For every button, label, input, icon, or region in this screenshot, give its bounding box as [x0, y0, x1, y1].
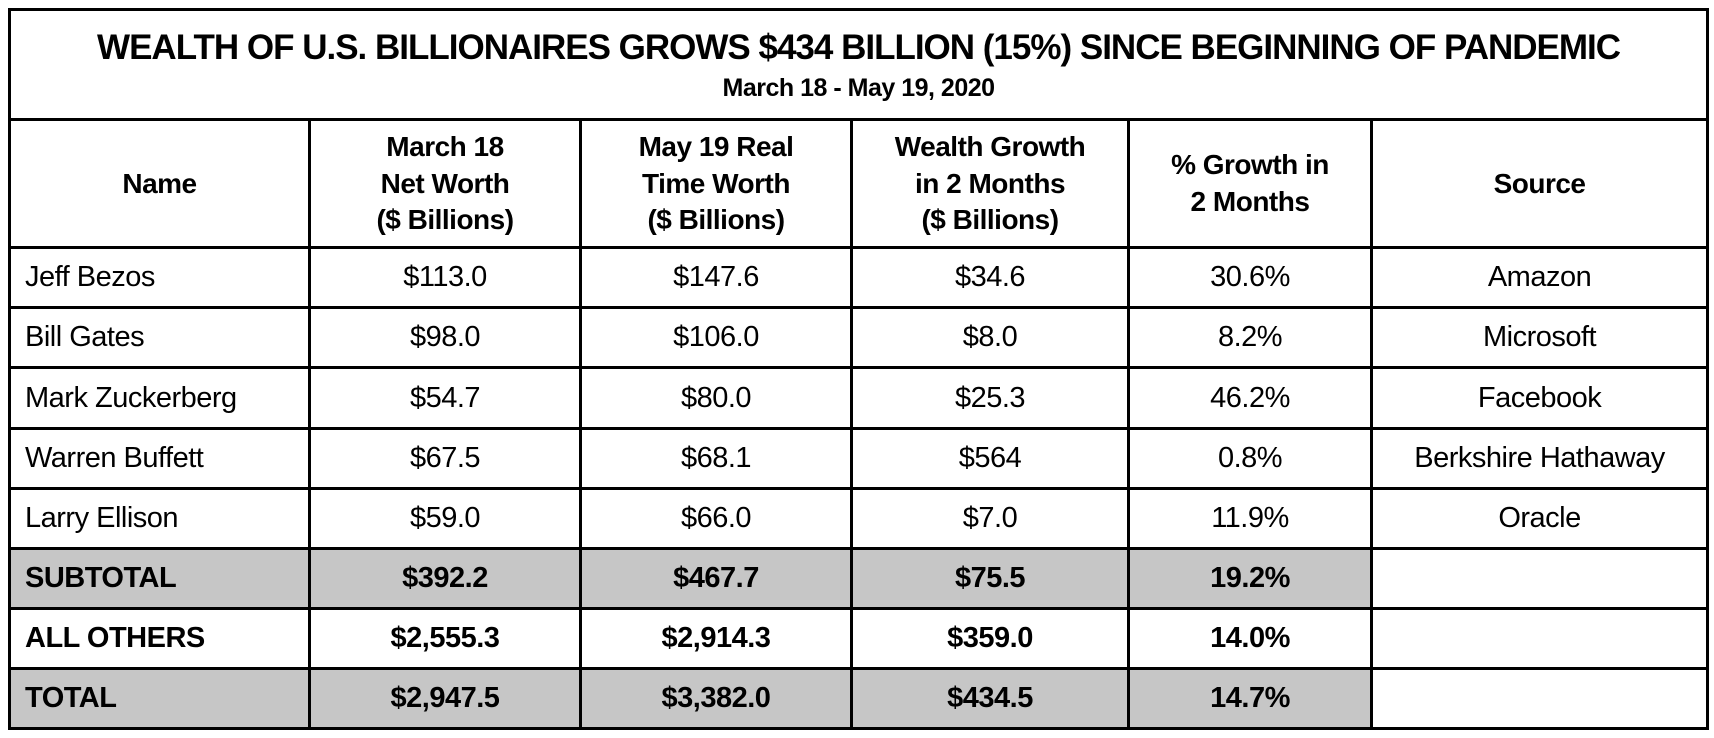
cell-name: SUBTOTAL [8, 546, 311, 610]
cell-may19-worth: $80.0 [579, 366, 853, 430]
cell-pct-growth: 14.7% [1127, 666, 1373, 731]
cell-march18-net-worth: $67.5 [308, 426, 582, 490]
cell-name: TOTAL [8, 666, 311, 731]
column-header-source: Source [1369, 118, 1710, 250]
column-header-wealth-growth: Wealth Growth in 2 Months ($ Billions) [850, 118, 1130, 250]
cell-wealth-growth: $359.0 [850, 606, 1130, 670]
cell-source: Microsoft [1369, 306, 1710, 370]
cell-source [1369, 546, 1710, 610]
cell-wealth-growth: $564 [850, 426, 1130, 490]
table-row-subtotal: SUBTOTAL $392.2 $467.7 $75.5 19.2% [8, 546, 1710, 610]
column-header-march18-net-worth: March 18 Net Worth ($ Billions) [308, 118, 582, 250]
cell-name: Bill Gates [8, 306, 311, 370]
cell-wealth-growth: $8.0 [850, 306, 1130, 370]
cell-may19-worth: $106.0 [579, 306, 853, 370]
cell-wealth-growth: $434.5 [850, 666, 1130, 731]
table-row-jeff-bezos: Jeff Bezos $113.0 $147.6 $34.6 30.6% Ama… [8, 246, 1710, 310]
cell-name: Mark Zuckerberg [8, 366, 311, 430]
cell-source: Berkshire Hathaway [1369, 426, 1710, 490]
cell-source [1369, 606, 1710, 670]
cell-pct-growth: 0.8% [1127, 426, 1373, 490]
cell-march18-net-worth: $2,555.3 [308, 606, 582, 670]
cell-may19-worth: $66.0 [579, 486, 853, 550]
cell-wealth-growth: $34.6 [850, 246, 1130, 310]
cell-wealth-growth: $25.3 [850, 366, 1130, 430]
page-title: WEALTH OF U.S. BILLIONAIRES GROWS $434 B… [97, 27, 1621, 67]
cell-pct-growth: 46.2% [1127, 366, 1373, 430]
column-header-pct-growth: % Growth in 2 Months [1127, 118, 1373, 250]
cell-march18-net-worth: $2,947.5 [308, 666, 582, 731]
cell-march18-net-worth: $54.7 [308, 366, 582, 430]
column-header-name: Name [8, 118, 311, 250]
cell-source [1369, 666, 1710, 731]
cell-pct-growth: 30.6% [1127, 246, 1373, 310]
title-cell: WEALTH OF U.S. BILLIONAIRES GROWS $434 B… [7, 7, 1710, 122]
table-row-mark-zuckerberg: Mark Zuckerberg $54.7 $80.0 $25.3 46.2% … [8, 366, 1710, 430]
page-subtitle: March 18 - May 19, 2020 [722, 74, 996, 103]
table-row-total: TOTAL $2,947.5 $3,382.0 $434.5 14.7% [8, 666, 1710, 731]
cell-march18-net-worth: $59.0 [308, 486, 582, 550]
billionaires-wealth-table: WEALTH OF U.S. BILLIONAIRES GROWS $434 B… [7, 7, 1710, 731]
cell-source: Facebook [1369, 366, 1710, 430]
cell-may19-worth: $68.1 [579, 426, 853, 490]
cell-pct-growth: 19.2% [1127, 546, 1373, 610]
cell-may19-worth: $3,382.0 [579, 666, 853, 731]
cell-name: Larry Ellison [8, 486, 311, 550]
table-row-bill-gates: Bill Gates $98.0 $106.0 $8.0 8.2% Micros… [8, 306, 1710, 370]
cell-may19-worth: $467.7 [579, 546, 853, 610]
cell-pct-growth: 11.9% [1127, 486, 1373, 550]
cell-name: Jeff Bezos [8, 246, 311, 310]
cell-march18-net-worth: $113.0 [308, 246, 582, 310]
cell-source: Oracle [1369, 486, 1710, 550]
column-header-row: Name March 18 Net Worth ($ Billions) May… [8, 118, 1710, 250]
cell-pct-growth: 14.0% [1127, 606, 1373, 670]
cell-may19-worth: $147.6 [579, 246, 853, 310]
title-row: WEALTH OF U.S. BILLIONAIRES GROWS $434 B… [7, 7, 1710, 122]
cell-may19-worth: $2,914.3 [579, 606, 853, 670]
table-row-warren-buffett: Warren Buffett $67.5 $68.1 $564 0.8% Ber… [8, 426, 1710, 490]
cell-name: Warren Buffett [8, 426, 311, 490]
table-row-all-others: ALL OTHERS $2,555.3 $2,914.3 $359.0 14.0… [8, 606, 1710, 670]
cell-march18-net-worth: $98.0 [308, 306, 582, 370]
cell-source: Amazon [1369, 246, 1710, 310]
column-header-may19-real-time-worth: May 19 Real Time Worth ($ Billions) [579, 118, 853, 250]
cell-wealth-growth: $7.0 [850, 486, 1130, 550]
cell-name: ALL OTHERS [8, 606, 311, 670]
cell-wealth-growth: $75.5 [850, 546, 1130, 610]
cell-pct-growth: 8.2% [1127, 306, 1373, 370]
cell-march18-net-worth: $392.2 [308, 546, 582, 610]
table-row-larry-ellison: Larry Ellison $59.0 $66.0 $7.0 11.9% Ora… [8, 486, 1710, 550]
